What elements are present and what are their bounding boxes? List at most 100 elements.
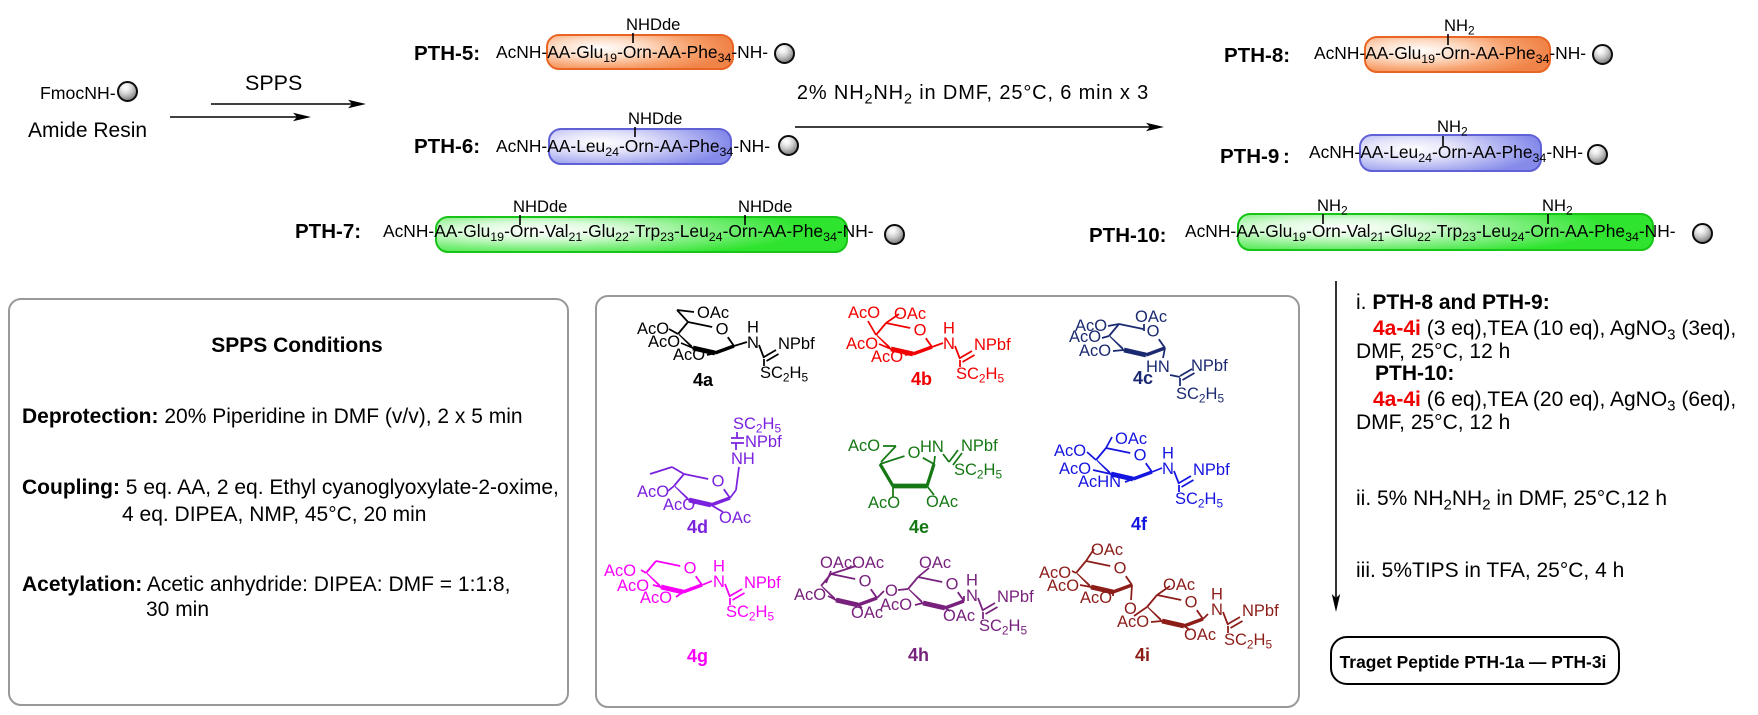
svg-text:4b: 4b — [911, 369, 932, 389]
svg-text:FmocNH-: FmocNH- — [40, 83, 116, 103]
svg-text:NH2​: NH2​ — [1542, 196, 1573, 218]
svg-text:N: N — [713, 573, 725, 591]
svg-text:SPPS: SPPS — [245, 71, 302, 95]
svg-text:O: O — [908, 444, 921, 462]
svg-text:AcNH-AA-Leu24​-Orn-AA-Phe34​-N: AcNH-AA-Leu24​-Orn-AA-Phe34​-NH- — [1309, 142, 1583, 165]
svg-text:AcHN: AcHN — [1078, 473, 1121, 491]
svg-text:4a: 4a — [693, 370, 714, 390]
svg-text:HN: HN — [1146, 358, 1170, 376]
svg-text:AcNH-AA-Glu19​-Orn-AA-Phe34​-N: AcNH-AA-Glu19​-Orn-AA-Phe34​-NH- — [1314, 43, 1586, 66]
svg-text:AcO: AcO — [1069, 328, 1101, 346]
svg-text:AcO: AcO — [637, 483, 669, 501]
svg-text:AcO: AcO — [663, 496, 695, 514]
svg-text:Amide Resin: Amide Resin — [28, 119, 147, 142]
svg-text:AcNH-AA-Glu19​-Orn-AA-Phe34​-N: AcNH-AA-Glu19​-Orn-AA-Phe34​-NH- — [496, 42, 768, 65]
svg-text:NHDde: NHDde — [738, 197, 792, 216]
svg-text:NHDde: NHDde — [513, 197, 567, 216]
svg-text:O: O — [716, 321, 729, 339]
svg-text:AcO: AcO — [1080, 589, 1112, 607]
svg-text:AcO: AcO — [880, 596, 912, 614]
svg-text:AcO: AcO — [848, 437, 880, 455]
svg-text:H: H — [747, 319, 759, 337]
svg-text:OAc: OAc — [1135, 308, 1167, 326]
svg-text:SC2​H5​: SC2​H5​ — [1224, 631, 1272, 652]
svg-text:SC2​H5​: SC2​H5​ — [1176, 385, 1224, 406]
svg-text:OAc: OAc — [926, 493, 958, 511]
svg-text:AcO: AcO — [1039, 564, 1071, 582]
svg-text:H: H — [966, 572, 978, 590]
svg-text:O: O — [712, 473, 725, 491]
svg-text:AcO: AcO — [1117, 613, 1149, 631]
svg-text:AcO: AcO — [846, 335, 878, 353]
svg-text:PTH-5:: PTH-5: — [414, 42, 480, 65]
svg-text:NPbf: NPbf — [745, 433, 782, 451]
svg-text:PTH-8:: PTH-8: — [1224, 44, 1290, 67]
svg-text:SC2​H5​: SC2​H5​ — [726, 603, 774, 624]
svg-text:O: O — [859, 573, 872, 591]
svg-text:O: O — [914, 322, 927, 340]
svg-text:4d: 4d — [687, 517, 708, 537]
svg-text:NPbf: NPbf — [1193, 461, 1230, 479]
svg-text:H: H — [943, 320, 955, 338]
svg-text:O: O — [1114, 560, 1127, 578]
svg-text:NH2​: NH2​ — [1444, 16, 1475, 38]
svg-text:OAc: OAc — [719, 509, 751, 527]
svg-text:4c: 4c — [1133, 368, 1153, 388]
svg-text:SPPS Conditions: SPPS Conditions — [211, 334, 383, 357]
svg-text:2% NH2​NH2​ in DMF, 25°C, 6 mi: 2% NH2​NH2​ in DMF, 25°C, 6 min x 3 — [797, 82, 1149, 107]
svg-text:AcNH-AA-Leu24​-Orn-AA-Phe34​-N: AcNH-AA-Leu24​-Orn-AA-Phe34​-NH- — [496, 136, 770, 159]
svg-text:iii. 5%TIPS in TFA, 25°C, 4 h: iii. 5%TIPS in TFA, 25°C, 4 h — [1356, 559, 1624, 582]
svg-text:OAc: OAc — [697, 304, 729, 322]
svg-text:NPbf: NPbf — [778, 335, 815, 353]
svg-text:AcO: AcO — [617, 577, 649, 595]
svg-text:N: N — [1162, 460, 1174, 478]
svg-text:NPbf: NPbf — [1191, 357, 1228, 375]
svg-text:AcO: AcO — [1054, 442, 1086, 460]
svg-text:SC2​H5​: SC2​H5​ — [760, 364, 808, 385]
svg-text:SC2​H5​: SC2​H5​ — [954, 461, 1002, 482]
svg-text:O: O — [1185, 594, 1198, 612]
svg-text:NH2​: NH2​ — [1317, 196, 1348, 218]
svg-text:Deprotection: 20% Piperidine i: Deprotection: 20% Piperidine in DMF (v/v… — [22, 405, 523, 428]
svg-text:Traget Peptide PTH-1a — PTH-3i: Traget Peptide PTH-1a — PTH-3i — [1340, 652, 1607, 672]
svg-text:PTH-10:: PTH-10: — [1375, 362, 1454, 385]
svg-text:AcO: AcO — [604, 562, 636, 580]
svg-text:SC2​H5​: SC2​H5​ — [733, 415, 781, 436]
svg-text:AcO: AcO — [637, 320, 669, 338]
svg-text:O: O — [946, 576, 959, 594]
svg-text:OAc: OAc — [919, 554, 951, 572]
svg-text:OAc: OAc — [943, 607, 975, 625]
svg-text:HN: HN — [920, 438, 944, 456]
svg-text:AcO: AcO — [794, 586, 826, 604]
svg-text:AcO: AcO — [640, 589, 672, 607]
svg-text:4g: 4g — [687, 646, 708, 666]
svg-text:H: H — [713, 558, 725, 576]
svg-text:NHDde: NHDde — [626, 15, 680, 34]
svg-text:PTH-6:: PTH-6: — [414, 135, 480, 158]
svg-text:NPbf: NPbf — [744, 574, 781, 592]
svg-text:OAc: OAc — [851, 604, 883, 622]
svg-text:AcNH-AA-Glu19​-Orn-Val21​-Glu2: AcNH-AA-Glu19​-Orn-Val21​-Glu22​-Trp23​-… — [1185, 221, 1676, 244]
svg-text:OAc: OAc — [1163, 576, 1195, 594]
svg-text:OAc: OAc — [1184, 626, 1216, 644]
svg-text:O: O — [885, 582, 898, 600]
svg-text:PTH-7:: PTH-7: — [295, 220, 361, 243]
svg-text:Acetylation: Acetic anhydride:: Acetylation: Acetic anhydride: DIPEA: DM… — [22, 573, 510, 596]
svg-text:4a-4i (3 eq),TEA (10 eq), AgNO: 4a-4i (3 eq),TEA (10 eq), AgNO3 (3eq), — [1373, 317, 1736, 344]
svg-text:AcO: AcO — [1047, 577, 1079, 595]
svg-text:H: H — [1211, 586, 1223, 604]
svg-text:OAc: OAc — [1115, 430, 1147, 448]
svg-text:N: N — [1211, 601, 1223, 619]
svg-text:AcO: AcO — [1079, 342, 1111, 360]
svg-text:4a-4i (6 eq),TEA (20 eq), AgNO: 4a-4i (6 eq),TEA (20 eq), AgNO3 (6eq), — [1373, 388, 1736, 415]
svg-text:NPbf: NPbf — [1242, 602, 1279, 620]
svg-text:PTH-10:: PTH-10: — [1089, 224, 1166, 247]
svg-text:SC2​H5​: SC2​H5​ — [956, 365, 1004, 386]
svg-text:4f: 4f — [1131, 514, 1148, 534]
svg-text:NH2​: NH2​ — [1437, 117, 1468, 139]
svg-text:AcO: AcO — [848, 304, 880, 322]
svg-text:NPbf: NPbf — [974, 336, 1011, 354]
svg-text:H: H — [1162, 445, 1174, 463]
svg-text:i. PTH-8 and PTH-9:: i. PTH-8 and PTH-9: — [1356, 291, 1550, 314]
svg-text:O: O — [1124, 600, 1137, 618]
